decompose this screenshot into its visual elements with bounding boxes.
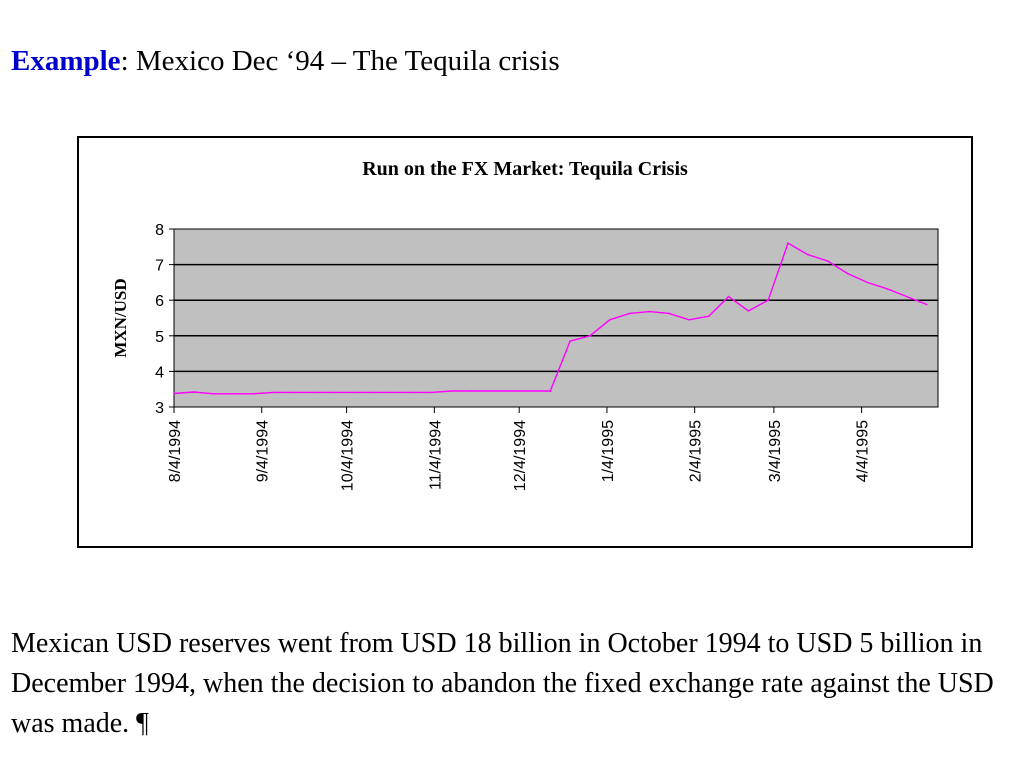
data-point [628, 312, 631, 315]
x-tick-label: 8/4/1994 [167, 420, 184, 482]
plot-area [173, 228, 939, 408]
data-point [787, 242, 789, 244]
y-tick-label: 5 [155, 329, 164, 346]
data-point [470, 390, 472, 392]
data-point [866, 281, 869, 284]
data-point [509, 390, 512, 392]
data-point [826, 260, 829, 262]
slide-title: Example: Mexico Dec ‘94 – The Tequila cr… [11, 43, 560, 79]
data-point [846, 272, 849, 275]
chart: Run on the FX Market: Tequila Crisis MXN… [111, 158, 939, 491]
y-tick-label: 7 [155, 258, 164, 275]
data-point [708, 315, 710, 317]
data-point [569, 340, 571, 342]
data-point [252, 393, 254, 395]
x-tick-label: 11/4/1994 [427, 420, 444, 490]
data-point [371, 391, 373, 394]
data-point [430, 391, 433, 394]
y-tick-label: 4 [155, 364, 164, 381]
x-tick-label: 1/4/1995 [600, 420, 617, 482]
chart-title: Run on the FX Market: Tequila Crisis [362, 158, 688, 180]
data-point [767, 299, 769, 301]
data-point [311, 391, 314, 394]
data-point [490, 390, 492, 392]
data-point [589, 335, 591, 337]
y-axis-label: MXN/USD [111, 278, 130, 357]
data-point [193, 391, 195, 393]
data-point [747, 310, 750, 312]
data-point [351, 391, 354, 394]
x-tick-label: 4/4/1995 [855, 420, 872, 482]
x-tick-label: 10/4/1994 [340, 420, 357, 491]
data-point [212, 393, 215, 395]
series-layer [173, 242, 928, 395]
body-text: Mexican USD reserves went from USD 18 bi… [11, 628, 994, 739]
x-tick-label: 9/4/1994 [255, 420, 272, 482]
data-point [609, 319, 611, 321]
data-point [173, 392, 175, 395]
data-point [668, 312, 670, 315]
data-point [925, 303, 928, 306]
data-point [232, 393, 235, 395]
data-point [450, 390, 453, 392]
data-point [906, 295, 908, 298]
data-point [529, 390, 532, 392]
data-point [807, 253, 809, 256]
data-point [688, 319, 690, 321]
chart-frame: Run on the FX Market: Tequila Crisis MXN… [77, 136, 973, 548]
data-point [886, 288, 888, 290]
y-tick-label: 6 [155, 293, 164, 310]
x-tick-label: 2/4/1995 [688, 420, 705, 482]
data-point [331, 391, 334, 394]
data-point [410, 391, 413, 394]
gridlines [174, 263, 938, 373]
slide-title-accent: Example [11, 45, 121, 77]
data-point [391, 391, 393, 394]
x-tick-label: 3/4/1995 [767, 420, 784, 482]
axes: 3 4 5 6 7 8 8/4/1994 9/4/1994 10/4/1994 11/4/1994… [155, 222, 938, 491]
data-point [292, 391, 294, 394]
slide-title-rest: : Mexico Dec ‘94 – The Tequila crisis [120, 45, 560, 77]
data-point [272, 391, 274, 394]
x-tick-label: 12/4/1994 [512, 420, 529, 491]
y-tick-label: 3 [155, 400, 164, 417]
y-tick-label: 8 [155, 222, 164, 239]
data-point [727, 295, 730, 298]
data-point [549, 390, 552, 392]
data-point [648, 310, 651, 313]
